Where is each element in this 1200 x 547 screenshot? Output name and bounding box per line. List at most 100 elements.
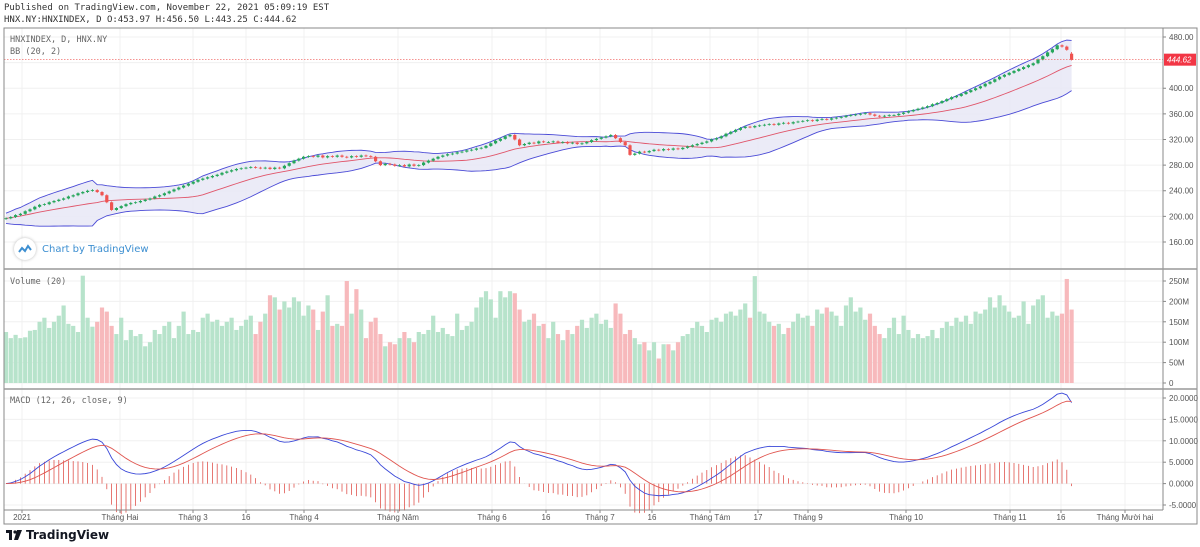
symbol-legend[interactable]: HNXINDEX, D, HNX.NY xyxy=(10,35,108,45)
time-tick-label: Tháng 9 xyxy=(793,513,823,522)
candle-down xyxy=(311,156,315,157)
time-tick-label: 2021 xyxy=(13,513,31,522)
volume-legend[interactable]: Volume (20) xyxy=(10,277,67,287)
ohlc-readout: HNX.NY:HNXINDEX, D O:453.97 H:456.50 L:4… xyxy=(4,15,297,25)
volume-bar xyxy=(205,313,210,383)
candle-up xyxy=(580,143,584,145)
volume-bar xyxy=(407,338,412,383)
candle-down xyxy=(618,138,622,143)
volume-bar xyxy=(930,329,935,383)
candle-down xyxy=(393,164,397,166)
volume-bar xyxy=(397,338,402,383)
volume-bar xyxy=(642,342,647,383)
volume-bar xyxy=(416,332,421,383)
last-price-badge xyxy=(1164,53,1196,66)
candle-up xyxy=(1050,49,1054,53)
candle-down xyxy=(1060,45,1064,47)
macd-legend[interactable]: MACD (12, 26, close, 9) xyxy=(10,396,128,406)
volume-bar xyxy=(690,327,695,383)
macd-tick-label: -5.0000 xyxy=(1169,501,1197,510)
candle-down xyxy=(878,115,882,117)
last-price-label: 444.62 xyxy=(1167,56,1192,65)
candle-up xyxy=(244,167,248,169)
candle-up xyxy=(647,151,651,153)
bb-basis-line xyxy=(5,65,1072,219)
candle-up xyxy=(398,165,402,166)
candle-down xyxy=(258,167,262,169)
candle-up xyxy=(1036,59,1040,64)
volume-bar xyxy=(488,299,493,383)
volume-bar xyxy=(632,338,637,383)
candle-up xyxy=(978,86,982,89)
candle-up xyxy=(988,81,992,84)
candle-up xyxy=(753,126,757,128)
volume-bar xyxy=(666,344,671,383)
volume-bar xyxy=(795,313,801,383)
volume-bar xyxy=(757,311,762,383)
candle-down xyxy=(388,163,392,165)
tradingview-watermark[interactable]: Chart by TradingView xyxy=(14,238,149,260)
candle-up xyxy=(470,149,474,151)
candle-up xyxy=(297,158,301,161)
volume-bar xyxy=(781,334,786,383)
candle-down xyxy=(810,120,814,122)
volume-bar xyxy=(411,342,417,383)
volume-bar xyxy=(104,311,109,383)
candle-down xyxy=(642,151,646,153)
candle-up xyxy=(326,156,330,158)
volume-bar xyxy=(728,311,733,383)
volume-bar xyxy=(61,305,66,383)
candle-up xyxy=(47,202,51,205)
watermark-text: Chart by TradingView xyxy=(42,243,149,255)
volume-bar xyxy=(1021,301,1026,383)
volume-bar xyxy=(1069,309,1074,383)
volume-bar xyxy=(143,346,148,383)
candle-up xyxy=(158,195,162,197)
candle-up xyxy=(1026,65,1030,68)
candle-up xyxy=(782,122,786,124)
candle-up xyxy=(508,135,512,137)
candle-down xyxy=(278,167,282,169)
candle-up xyxy=(134,202,138,204)
volume-bar xyxy=(258,321,263,383)
candle-down xyxy=(825,118,829,120)
volume-bar xyxy=(810,325,815,383)
candle-down xyxy=(575,142,579,144)
candle-up xyxy=(42,204,46,205)
candle-up xyxy=(762,124,766,126)
candle-up xyxy=(206,177,210,179)
candle-up xyxy=(28,209,32,212)
volume-bar xyxy=(565,329,570,383)
volume-bar xyxy=(18,338,23,383)
time-tick-label: Tháng 6 xyxy=(477,513,507,522)
candle-up xyxy=(734,129,738,132)
volume-bar xyxy=(37,321,42,383)
bb-legend[interactable]: BB (20, 2) xyxy=(10,47,62,57)
candle-up xyxy=(758,125,762,127)
volume-bar xyxy=(891,317,897,383)
volume-bar xyxy=(848,297,853,383)
candle-up xyxy=(945,99,949,102)
candle-down xyxy=(513,135,517,140)
candle-up xyxy=(167,191,171,194)
candle-up xyxy=(993,79,997,82)
candle-up xyxy=(777,123,781,125)
volume-bar xyxy=(47,327,52,383)
volume-bar xyxy=(584,327,589,383)
volume-bar xyxy=(987,297,993,383)
volume-bar xyxy=(23,337,28,383)
candle-up xyxy=(705,141,709,143)
price-tick-label: 160.00 xyxy=(1169,238,1194,247)
candle-up xyxy=(282,165,286,169)
candle-up xyxy=(887,115,891,116)
volume-bar xyxy=(349,313,354,383)
volume-bar xyxy=(248,315,253,383)
volume-tick-label: 150M xyxy=(1169,318,1189,327)
volume-bar xyxy=(527,319,532,383)
tradingview-logo[interactable]: TradingView xyxy=(6,528,109,542)
volume-tick-label: 50M xyxy=(1169,359,1185,368)
candle-down xyxy=(110,202,114,210)
volume-bar xyxy=(714,317,719,383)
volume-bar xyxy=(282,301,287,383)
